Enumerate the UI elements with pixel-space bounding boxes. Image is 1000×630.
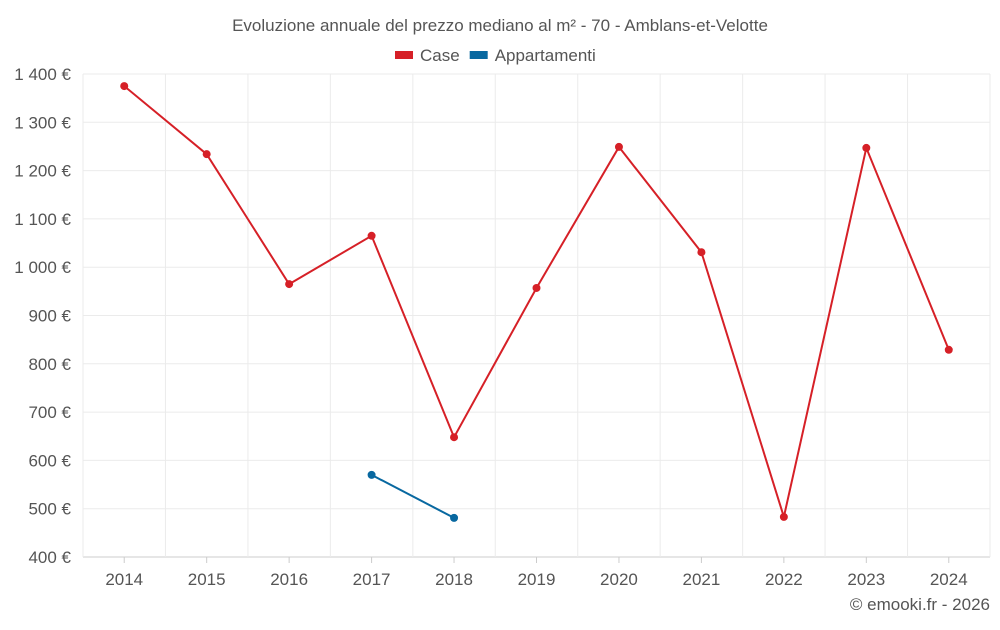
data-point <box>532 283 541 292</box>
y-tick-label: 700 € <box>28 403 71 422</box>
x-tick-label: 2020 <box>600 570 638 589</box>
data-point <box>450 513 459 522</box>
x-tick-label: 2021 <box>682 570 720 589</box>
chart-title: Evoluzione annuale del prezzo mediano al… <box>232 16 768 35</box>
y-tick-label: 1 200 € <box>14 162 71 181</box>
y-tick-label: 600 € <box>28 451 71 470</box>
data-point <box>285 280 294 289</box>
data-point <box>367 231 376 240</box>
x-tick-label: 2018 <box>435 570 473 589</box>
grid <box>82 73 991 558</box>
y-tick-label: 1 400 € <box>14 65 71 84</box>
y-tick-label: 900 € <box>28 307 71 326</box>
data-point <box>862 143 871 152</box>
data-point <box>367 470 376 479</box>
axes: 400 € 500 € 600 € 700 € 800 € 900 € 1 000 € 1 1… <box>14 65 967 589</box>
legend-swatch <box>469 51 488 59</box>
y-tick-label: 800 € <box>28 355 71 374</box>
y-tick-label: 1 100 € <box>14 210 71 229</box>
x-tick-label: 2015 <box>188 570 226 589</box>
x-tick-label: 2024 <box>930 570 968 589</box>
y-tick-label: 1 000 € <box>14 258 71 277</box>
x-tick-label: 2019 <box>518 570 556 589</box>
data-point <box>120 82 129 91</box>
y-tick-label: 400 € <box>28 548 71 567</box>
series-line-appartamenti <box>371 474 455 519</box>
legend: Case Appartamenti <box>395 46 596 65</box>
x-tick-label: 2014 <box>105 570 143 589</box>
y-tick-label: 1 300 € <box>14 113 71 132</box>
x-tick-label: 2017 <box>353 570 391 589</box>
x-tick-label: 2023 <box>847 570 885 589</box>
data-point <box>944 345 953 354</box>
data-point <box>779 512 788 521</box>
legend-swatch <box>395 51 413 59</box>
series-group <box>120 82 953 522</box>
data-point <box>450 433 459 442</box>
legend-label: Case <box>420 46 460 65</box>
legend-label: Appartamenti <box>495 46 596 65</box>
credit: © emooki.fr - 2026 <box>850 595 990 614</box>
data-point <box>202 150 211 159</box>
y-tick-label: 500 € <box>28 500 71 519</box>
data-point <box>697 248 706 257</box>
x-tick-label: 2022 <box>765 570 803 589</box>
data-point <box>614 142 623 151</box>
x-tick-label: 2016 <box>270 570 308 589</box>
